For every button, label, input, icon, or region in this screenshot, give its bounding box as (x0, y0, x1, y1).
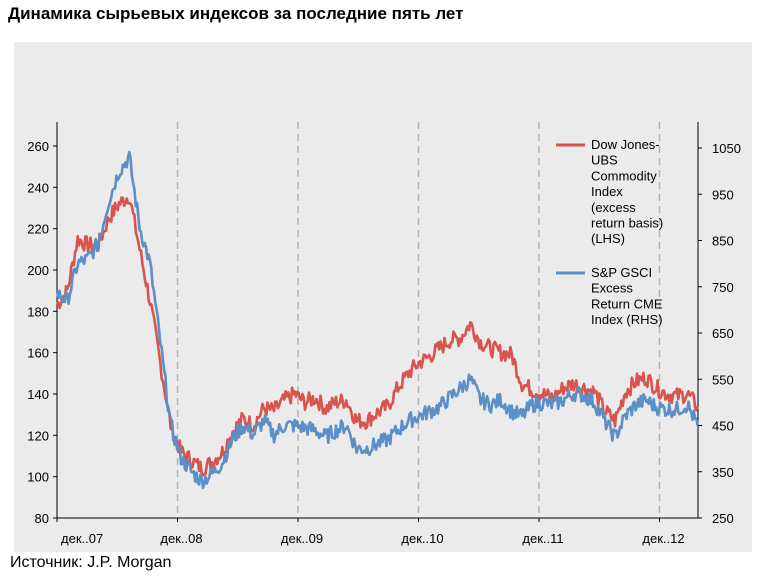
series-lines (55, 150, 699, 490)
legend-label: UBS (591, 153, 618, 168)
right-tick-label: 850 (712, 234, 734, 249)
grid-lines (176, 122, 661, 518)
left-axis-ticks: 80 100 120 140 160 180 200 220 240 260 (27, 139, 57, 526)
legend-label: return basis) (591, 216, 663, 231)
legend-label: Excess (591, 281, 633, 296)
legend-label: Return CME (591, 296, 663, 311)
left-tick-label: 100 (27, 470, 49, 485)
left-tick-label: 80 (35, 511, 49, 526)
right-tick-label: 250 (712, 511, 734, 526)
chart-title: Динамика сырьевых индексов за последние … (8, 4, 464, 23)
right-tick-label: 450 (712, 419, 734, 434)
right-tick-label: 650 (712, 326, 734, 341)
legend-label: S&P GSCI (591, 265, 652, 280)
x-tick-label: дек..10 (401, 531, 443, 546)
legend-label: Commodity (591, 168, 657, 183)
left-tick-label: 240 (27, 180, 49, 195)
left-tick-label: 200 (27, 263, 49, 278)
left-tick-label: 140 (27, 387, 49, 402)
x-tick-label: дек..12 (642, 531, 684, 546)
x-tick-label: дек..07 (61, 531, 103, 546)
right-tick-label: 350 (712, 465, 734, 480)
left-tick-label: 160 (27, 346, 49, 361)
legend: Dow Jones-UBSCommodityIndex(excessreturn… (556, 137, 663, 327)
right-tick-label: 1050 (712, 141, 741, 156)
legend-label: Index (RHS) (591, 312, 663, 327)
left-tick-label: 220 (27, 222, 49, 237)
source-note: Источник: J.P. Morgan (10, 554, 172, 571)
right-tick-label: 750 (712, 280, 734, 295)
chart-panel (14, 42, 752, 552)
legend-label: (LHS) (591, 231, 625, 246)
left-tick-label: 260 (27, 139, 49, 154)
x-axis-ticks: дек..07 дек..08 дек..09 дек..10 дек..11 дек..… (56, 518, 685, 546)
x-tick-label: дек..09 (281, 531, 323, 546)
axes (56, 122, 699, 519)
right-tick-label: 950 (712, 187, 734, 202)
left-tick-label: 180 (27, 304, 49, 319)
legend-label: Dow Jones- (591, 137, 660, 152)
x-tick-label: дек..08 (160, 531, 202, 546)
legend-label: Index (591, 184, 623, 199)
series-line-dow-jones-ubs (55, 196, 699, 477)
x-tick-label: дек..11 (522, 531, 563, 546)
right-tick-label: 550 (712, 372, 734, 387)
right-axis-ticks: 250 350 450 550 650 750 850 950 1050 (698, 141, 741, 526)
left-tick-label: 120 (27, 428, 49, 443)
legend-label: (excess (591, 200, 636, 215)
series-line-sp-gsci (55, 150, 699, 490)
